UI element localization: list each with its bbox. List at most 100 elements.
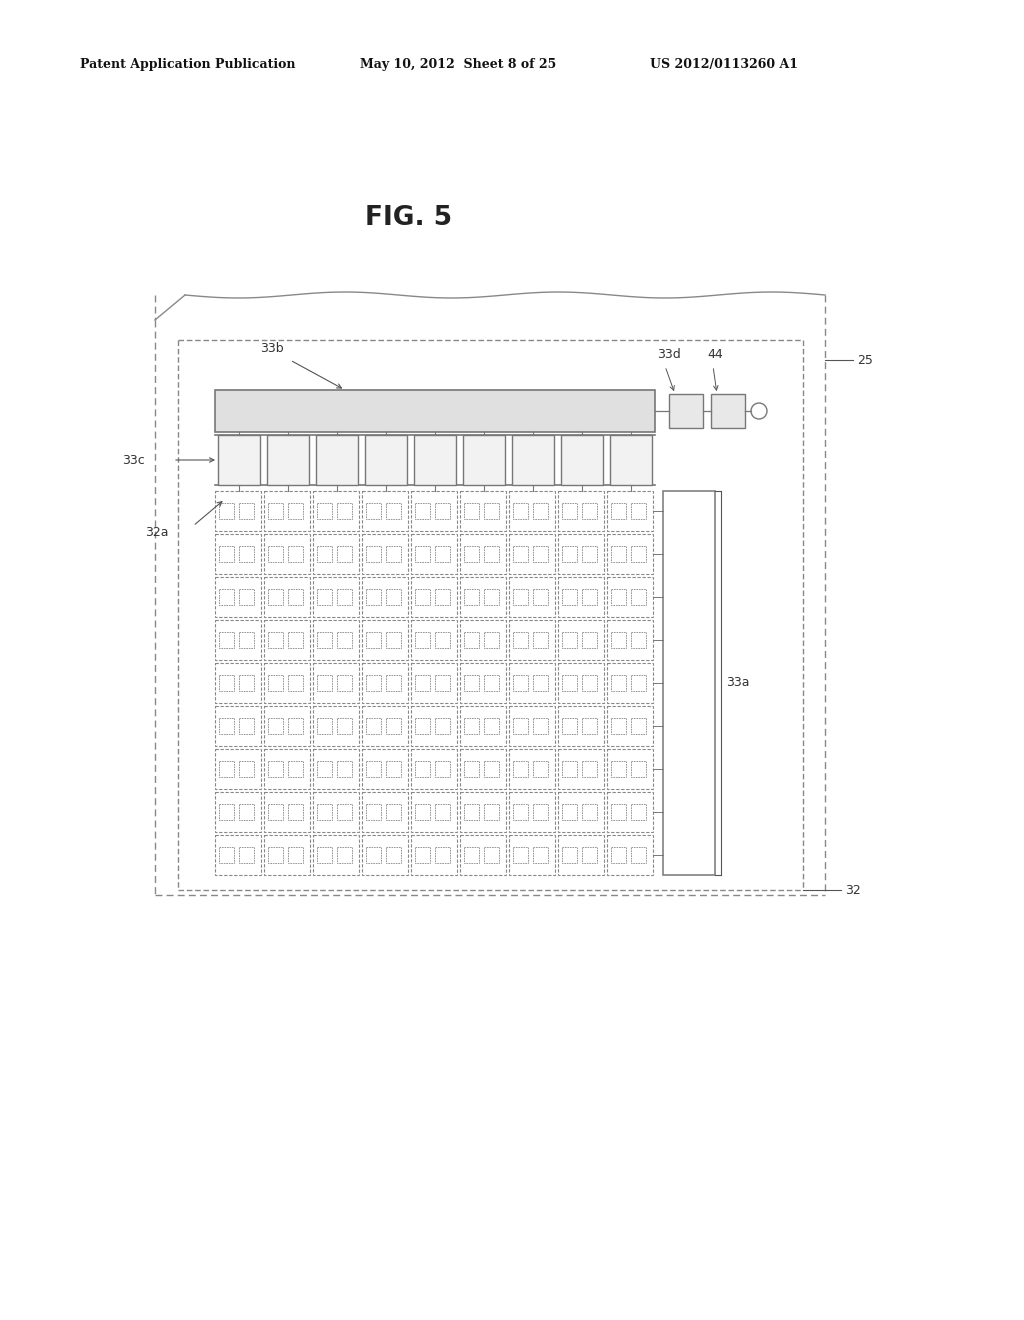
Bar — [362, 577, 408, 616]
Bar — [239, 762, 254, 776]
Bar — [611, 718, 626, 734]
Bar — [611, 804, 626, 820]
Bar — [415, 676, 430, 690]
Text: Patent Application Publication: Patent Application Publication — [80, 58, 296, 71]
Bar — [463, 436, 505, 484]
Bar — [484, 762, 499, 776]
Bar — [435, 676, 451, 690]
Bar — [239, 503, 254, 519]
Bar — [414, 436, 456, 484]
Bar — [513, 546, 528, 561]
Bar — [313, 535, 359, 574]
Bar — [532, 632, 548, 648]
Bar — [611, 632, 626, 648]
Bar — [268, 503, 283, 519]
Bar — [268, 762, 283, 776]
Bar — [313, 706, 359, 746]
Bar — [366, 847, 381, 862]
Bar — [435, 718, 451, 734]
Bar — [558, 836, 604, 875]
Bar — [464, 546, 479, 561]
Bar — [631, 546, 646, 561]
Bar — [264, 836, 310, 875]
Bar — [562, 804, 578, 820]
Bar — [513, 762, 528, 776]
Bar — [411, 577, 457, 616]
Bar — [582, 546, 597, 561]
Bar — [239, 804, 254, 820]
Bar — [264, 491, 310, 531]
Bar — [435, 804, 451, 820]
Bar — [464, 632, 479, 648]
Bar — [411, 792, 457, 832]
Bar — [386, 804, 401, 820]
Bar — [532, 590, 548, 605]
Bar — [337, 632, 352, 648]
Bar — [607, 748, 653, 789]
Bar — [386, 632, 401, 648]
Bar — [435, 762, 451, 776]
Bar — [411, 706, 457, 746]
Bar — [215, 491, 261, 531]
Bar — [268, 546, 283, 561]
Bar — [513, 590, 528, 605]
Bar — [268, 847, 283, 862]
Bar — [386, 546, 401, 561]
Bar — [415, 804, 430, 820]
Bar — [313, 491, 359, 531]
Bar — [219, 546, 234, 561]
Bar — [337, 590, 352, 605]
Bar — [460, 620, 506, 660]
Bar — [532, 762, 548, 776]
Bar — [362, 535, 408, 574]
Bar — [366, 762, 381, 776]
Bar — [264, 620, 310, 660]
Text: 33b: 33b — [260, 342, 284, 355]
Bar — [464, 590, 479, 605]
Bar — [386, 676, 401, 690]
Bar — [582, 590, 597, 605]
Bar — [215, 577, 261, 616]
Bar — [288, 847, 303, 862]
Bar — [337, 676, 352, 690]
Bar — [415, 762, 430, 776]
Bar — [264, 535, 310, 574]
Bar — [464, 847, 479, 862]
Text: 33c: 33c — [122, 454, 145, 466]
Bar — [268, 676, 283, 690]
Bar — [316, 632, 332, 648]
Bar — [337, 503, 352, 519]
Bar — [386, 503, 401, 519]
Bar — [386, 847, 401, 862]
Bar — [484, 718, 499, 734]
Bar — [415, 546, 430, 561]
Bar — [558, 792, 604, 832]
Bar — [215, 792, 261, 832]
Bar — [582, 847, 597, 862]
Bar — [288, 590, 303, 605]
Bar — [512, 436, 554, 484]
Bar — [219, 503, 234, 519]
Bar — [460, 577, 506, 616]
Bar — [366, 632, 381, 648]
Bar — [239, 632, 254, 648]
Bar — [366, 590, 381, 605]
Text: 32a: 32a — [145, 527, 169, 540]
Bar — [268, 590, 283, 605]
Bar — [411, 535, 457, 574]
Bar — [264, 577, 310, 616]
Bar — [532, 546, 548, 561]
Bar — [435, 546, 451, 561]
Bar — [607, 836, 653, 875]
Bar — [415, 590, 430, 605]
Bar — [484, 804, 499, 820]
Bar — [415, 847, 430, 862]
Bar — [362, 836, 408, 875]
Bar — [435, 632, 451, 648]
Bar — [607, 535, 653, 574]
Bar — [484, 676, 499, 690]
Bar — [411, 748, 457, 789]
Bar — [558, 663, 604, 704]
Bar — [219, 762, 234, 776]
Bar — [464, 676, 479, 690]
